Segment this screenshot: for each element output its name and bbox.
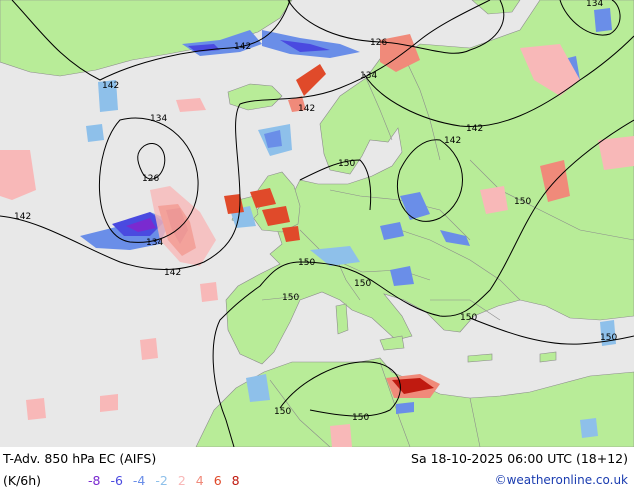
weather-map: 142 142 126 134 134 142 142 134 126 142 …: [0, 0, 634, 447]
land-corsica-sardinia: [335, 303, 349, 335]
contour-label: 126: [142, 174, 159, 184]
warm-patch: [392, 378, 434, 394]
legend-item: -2: [155, 473, 168, 488]
legend-item: -6: [110, 473, 123, 488]
cold-advection-layer: [80, 8, 616, 438]
cold-patch: [440, 230, 470, 246]
legend-item: 6: [213, 473, 222, 488]
contour-label: 150: [338, 159, 355, 169]
contour-label: 142: [444, 136, 461, 146]
contour-label: 150: [274, 407, 291, 417]
contour-label: 150: [354, 279, 371, 289]
cold-patch: [280, 40, 330, 52]
warm-advection-layer: [0, 34, 634, 447]
contour-layer: [0, 0, 634, 447]
contour-line: [0, 0, 491, 270]
legend-item: -8: [88, 473, 101, 488]
cold-patch: [380, 222, 404, 240]
map-title: T-Adv. 850 hPa EC (AIFS): [3, 451, 157, 466]
cold-patch: [126, 218, 156, 232]
contour-label: 142: [164, 268, 181, 278]
land-cyprus: [539, 351, 557, 363]
warm-patch: [176, 98, 206, 112]
contour-line: [469, 317, 634, 345]
contour-label: 134: [360, 71, 377, 81]
warm-patch: [26, 398, 46, 420]
cold-patch: [594, 8, 612, 32]
contour-line: [98, 117, 199, 243]
land-crete: [467, 353, 493, 363]
warm-patch: [296, 64, 326, 96]
contour-label: 150: [352, 413, 369, 423]
warm-patch: [100, 394, 118, 412]
cold-patch: [98, 80, 118, 112]
contour-line: [396, 139, 463, 222]
cold-patch: [264, 130, 282, 148]
warm-patch: [262, 206, 290, 226]
cold-patch: [310, 246, 360, 266]
legend-item: 8: [231, 473, 240, 488]
warm-patch: [150, 186, 216, 266]
contour-line: [559, 0, 621, 36]
legend-item: -4: [132, 473, 146, 488]
cold-patch: [396, 402, 414, 414]
contour-labels: 142 142 126 134 134 142 142 134 126 142 …: [14, 0, 617, 423]
warm-patch: [224, 194, 244, 214]
warm-patch: [330, 424, 352, 447]
contour-line: [11, 0, 291, 81]
warm-patch: [520, 44, 580, 96]
contour-label: 126: [370, 38, 387, 48]
credit-link[interactable]: ©weatheronline.co.uk: [494, 473, 628, 487]
contour-label: 142: [102, 81, 119, 91]
contour-line: [363, 35, 634, 128]
land-eurasia: [225, 0, 634, 365]
contour-line: [299, 159, 372, 211]
warm-patch: [480, 186, 508, 214]
legend-item: 4: [195, 473, 204, 488]
cold-patch: [86, 124, 104, 142]
contour-label: 150: [600, 333, 617, 343]
warm-patch: [140, 338, 158, 360]
contour-label: 142: [466, 124, 483, 134]
contour-line: [279, 361, 401, 417]
contour-label: 142: [234, 42, 251, 52]
cold-patch: [600, 320, 616, 346]
warm-patch: [250, 188, 276, 208]
land-sicily: [379, 335, 405, 351]
contour-label: 150: [282, 293, 299, 303]
contour-line: [287, 0, 505, 54]
contour-label: 150: [298, 258, 315, 268]
land-greenland: [0, 0, 293, 77]
legend-item: 2: [177, 473, 186, 488]
warm-patch: [200, 282, 218, 302]
contour-label: 134: [146, 238, 163, 248]
map-footer: T-Adv. 850 hPa EC (AIFS) Sa 18-10-2025 0…: [0, 447, 634, 490]
unit-label: (K/6h): [3, 473, 42, 488]
cold-patch: [580, 418, 598, 438]
cold-patch: [390, 266, 414, 286]
cold-patch: [262, 30, 360, 58]
contour-label: 134: [586, 0, 603, 9]
cold-patch: [246, 374, 270, 402]
warm-patch: [288, 96, 306, 112]
cold-patch: [188, 44, 220, 52]
contour-label: 150: [460, 313, 477, 323]
contour-label: 150: [514, 197, 531, 207]
warm-patch: [282, 226, 300, 242]
contour-line: [137, 143, 166, 180]
contour-label: 134: [150, 114, 167, 124]
warm-patch: [598, 136, 634, 170]
warm-patch: [0, 150, 36, 200]
valid-time: Sa 18-10-2025 06:00 UTC (18+12): [411, 451, 628, 466]
contour-line: [212, 119, 634, 447]
contour-label: 142: [14, 212, 31, 222]
contour-label: 142: [298, 104, 315, 114]
color-legend: -8 -6 -4 -2 2 4 6 8: [88, 473, 246, 488]
